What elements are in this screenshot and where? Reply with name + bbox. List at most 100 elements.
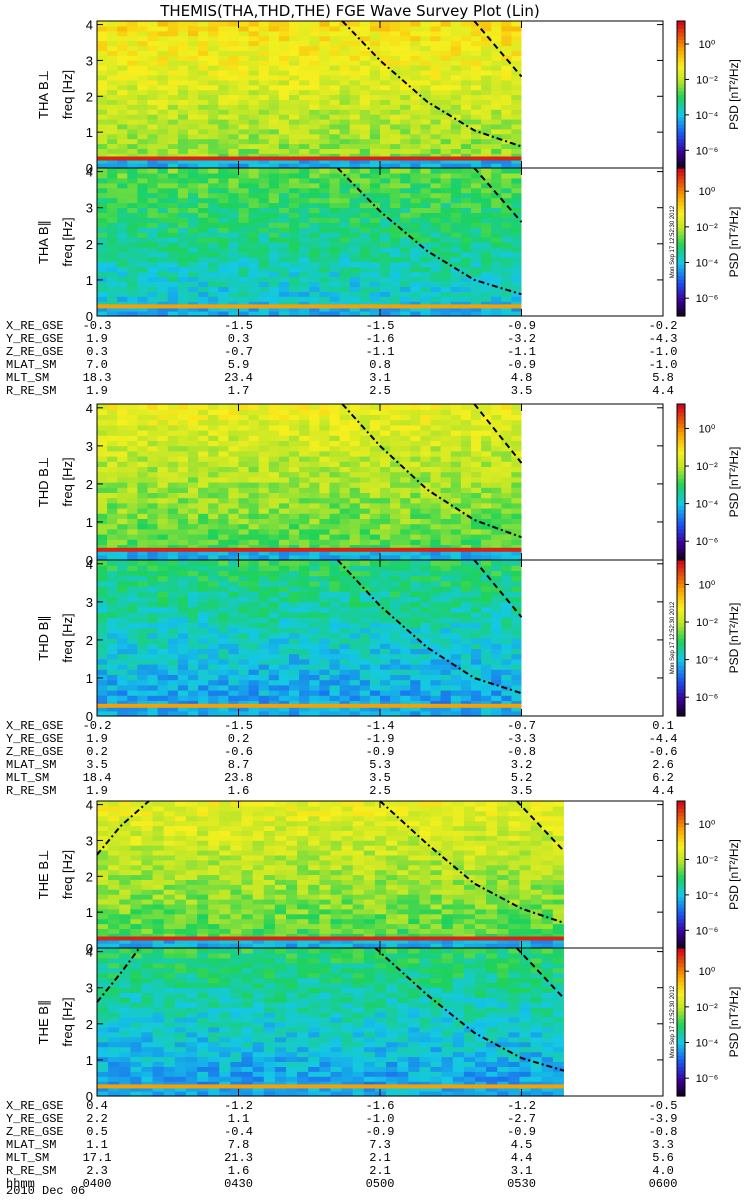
ephemeris-value: 1.6 [227,1164,250,1178]
colorbar-label: PSD [nT²/Hz] [727,987,741,1058]
colorbar-tick-label: 10⁻⁴ [696,110,719,122]
ephemeris-value: 0.3 [227,332,250,346]
ephemeris-value: -0.8 [507,745,536,759]
ephemeris-value: -4.4 [648,732,678,746]
ephemeris-value: 1.1 [86,1138,108,1152]
ephemeris-value: 1.9 [86,784,108,798]
rising-curve [96,947,141,1003]
freq-tick-label: 4 [86,798,93,813]
dash-dot-curve [336,559,522,695]
spectrogram-cells [97,21,523,169]
ephemeris-value: 7.3 [369,1138,391,1152]
ephemeris-value: -0.2 [82,719,112,733]
colorbar-tick-label: 10⁻² [696,854,718,866]
dashed-curve [473,20,523,78]
low-frequency-band [97,156,522,161]
ephemeris-value: 3.5 [86,758,108,772]
ephemeris-value: 1.7 [227,384,250,398]
freq-tick-label: 1 [86,905,93,920]
colorbar-tick-label: 10⁻² [696,1002,718,1014]
ephemeris-value: 2.3 [86,1164,108,1178]
ephemeris-value: -2.7 [507,1112,536,1126]
freq-tick-label: 0 [86,161,93,176]
ephemeris-value: 5.8 [652,371,674,385]
ephemeris-value: -3.2 [507,332,536,346]
panel-probe-label: THA B∥ [36,220,51,264]
ephemeris-row-label: MLAT_SM [6,758,57,772]
ephemeris-value: 0.4 [86,1099,108,1113]
ephemeris-value: -0.4 [224,1125,253,1139]
panel-probe-label: THD B∥ [36,615,51,661]
colorbar-label: PSD [nT²/Hz] [727,59,741,130]
colorbar-label: PSD [nT²/Hz] [727,447,741,518]
ephemeris-value: 2.5 [369,784,391,798]
ephemeris-value: 4.5 [510,1138,533,1152]
colorbar: 10⁰ 10⁻² 10⁻⁴ 10⁻⁶ PSD [nT²/Hz] [676,20,741,169]
spectrogram-cells [97,560,523,717]
ephemeris-value: -1.1 [507,345,536,359]
ephemeris-value: 2.5 [369,384,391,398]
ephemeris-value: -1.5 [365,319,395,333]
ephemeris-value: 7.0 [86,358,108,372]
ephemeris-value: 0.5 [86,1125,108,1139]
ephemeris-value: -1.6 [365,1099,395,1113]
freq-tick-label: 4 [86,18,93,33]
ephemeris-value: 2.2 [86,1112,108,1126]
freq-tick-label: 0 [86,941,93,956]
ephemeris-value: 1.9 [86,332,108,346]
ephemeris-value: 0500 [365,1177,395,1191]
ephemeris-row-label: MLT_SM [6,1151,50,1165]
ephemeris-value: -1.0 [648,345,678,359]
freq-tick-label: 1 [86,1053,93,1068]
freq-tick-label: 0 [86,709,93,724]
ephemeris-value: 4.4 [510,1151,533,1165]
ephemeris-value: 5.3 [369,758,391,772]
colorbar: 10⁰ 10⁻² 10⁻⁴ 10⁻⁶ PSD [nT²/Hz] [676,403,741,561]
colorbar-tick-label: 10⁻⁶ [696,145,719,157]
freq-tick-label: 1 [86,515,93,530]
ephemeris-value: 0.3 [86,345,108,359]
ephemeris-value: 5.6 [652,1151,674,1165]
freq-tick-label: 1 [86,671,93,686]
ephemeris-value: 4.0 [652,1164,674,1178]
ephemeris-value: 18.4 [82,771,112,785]
ephemeris-row-label: R_RE_SM [6,784,57,798]
colorbar: 10⁰ 10⁻² 10⁻⁴ 10⁻⁶ PSD [nT²/Hz] [676,559,741,717]
ephemeris-row-label: Y_RE_GSE [6,332,64,346]
ephemeris-value: -1.5 [224,719,253,733]
panel-ylabel: freq [Hz] [60,457,75,506]
ephemeris-value: 0430 [224,1177,253,1191]
dashed-curve [473,403,523,464]
colorbar-tick-label: 10⁻⁶ [696,925,719,937]
ephemeris-value: 7.8 [227,1138,250,1152]
colorbar: 10⁰ 10⁻² 10⁻⁴ 10⁻⁶ PSD [nT²/Hz] [676,800,741,949]
freq-tick-label: 0 [86,553,93,568]
ephemeris-value: -0.9 [365,745,395,759]
colorbar-tick-label: 10⁰ [699,579,716,591]
panel-probe-label: THE B∥ [36,1000,51,1045]
ephemeris-value: 1.6 [227,784,250,798]
ephemeris-value: -1.0 [365,1112,395,1126]
spectrogram-cells [97,404,523,561]
freq-tick-label: 2 [86,869,93,884]
freq-tick-label: 1 [86,273,93,288]
ephemeris-row-label: MLT_SM [6,771,50,785]
colorbar-tick-label: 10⁻⁴ [696,890,719,902]
freq-tick-label: 4 [86,165,93,180]
freq-tick-label: 2 [86,1017,93,1032]
panel-thd-bpar: 0 1 2 3 4 THD B∥ freq [Hz] 10⁰ 10⁻² 10⁻⁴ 10⁻⁶ PSD [… [36,557,741,724]
ephemeris-row-label: R_RE_SM [6,1164,57,1178]
dash-dot-curve [341,20,522,148]
ephemeris-value: 5.9 [227,358,250,372]
ephemeris-row-label: X_RE_GSE [6,719,64,733]
ephemeris-value: -3.9 [648,1112,678,1126]
ephemeris-row-label: hhmm [6,1177,35,1191]
freq-tick-label: 2 [86,633,93,648]
panel-tha-bperp: 0 1 2 3 4 THA B⊥ freq [Hz] 10⁰ 10⁻² 10⁻⁴ 10⁻⁶ PSD [… [36,18,741,176]
panel-ylabel: freq [Hz] [60,217,75,266]
rising-curve [96,800,150,856]
low-frequency-band [97,1084,564,1089]
panel-tha-bpar: 0 1 2 3 4 THA B∥ freq [Hz] 10⁰ 10⁻² 10⁻⁴ 10⁻⁶ PSD [… [36,165,741,324]
ephemeris-value: 0400 [82,1177,112,1191]
ephemeris-row-label: X_RE_GSE [6,319,64,333]
